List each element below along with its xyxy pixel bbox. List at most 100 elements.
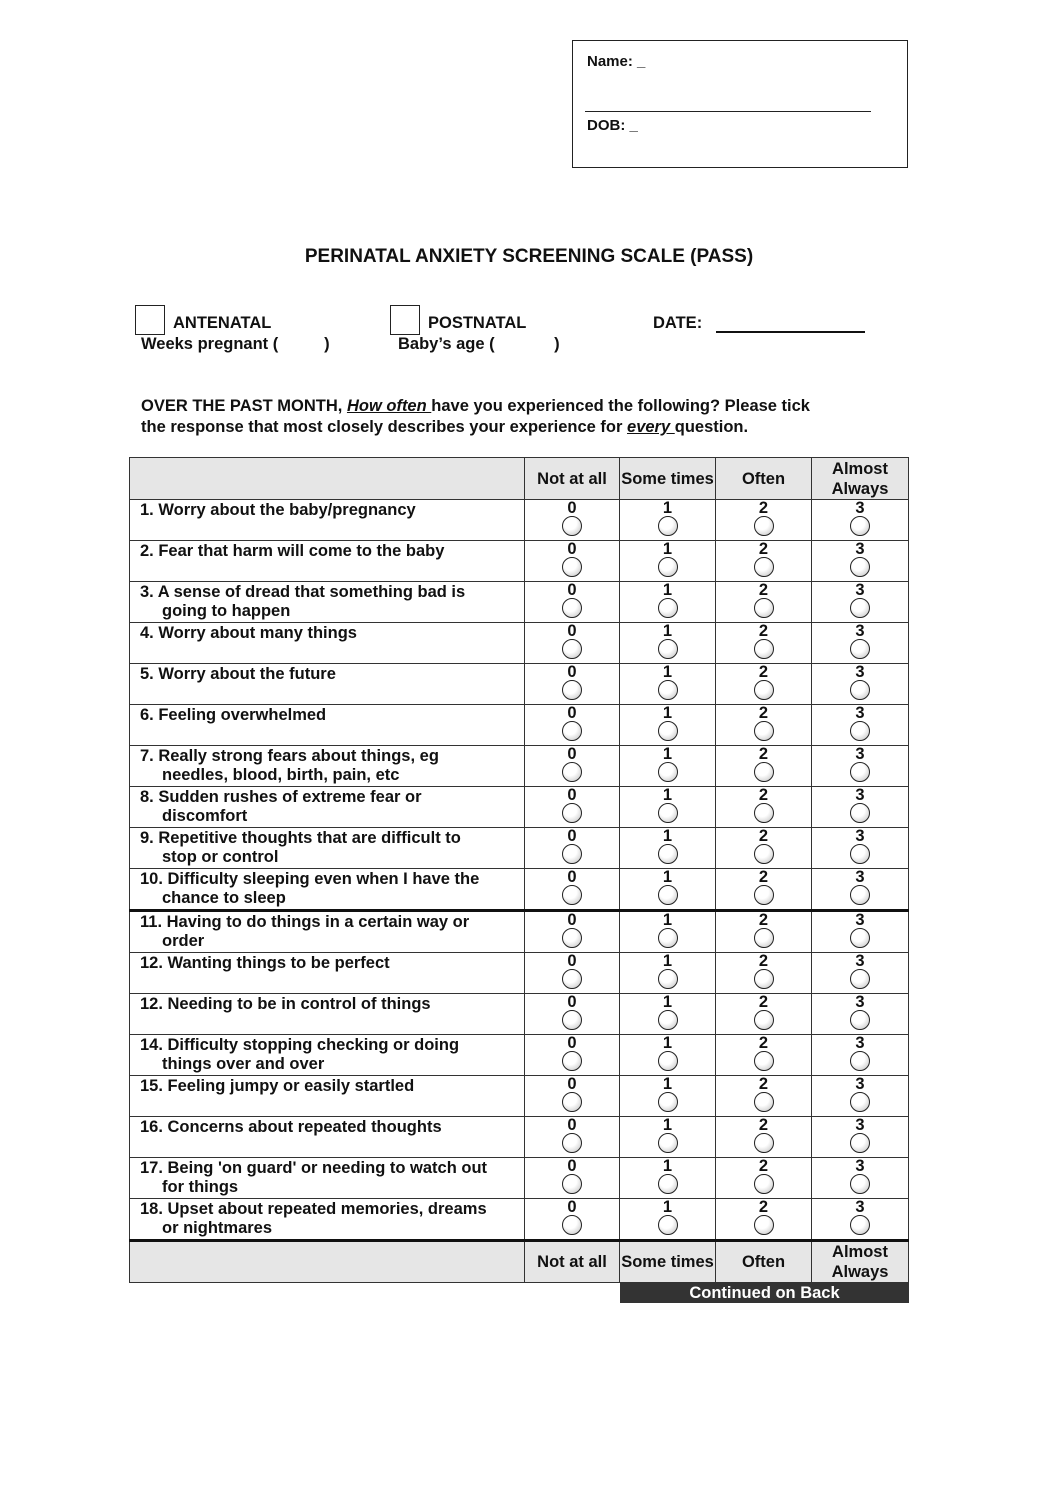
option-cell[interactable]: 0	[524, 581, 620, 623]
option-cell[interactable]: 2	[715, 745, 812, 787]
radio-button[interactable]	[562, 928, 582, 948]
option-cell[interactable]: 3	[811, 1075, 909, 1117]
option-cell[interactable]: 0	[524, 1116, 620, 1158]
radio-button[interactable]	[850, 844, 870, 864]
option-cell[interactable]: 0	[524, 1198, 620, 1241]
radio-button[interactable]	[753, 1133, 774, 1153]
radio-button[interactable]	[562, 639, 582, 659]
radio-button[interactable]	[753, 844, 774, 864]
option-cell[interactable]: 3	[811, 786, 909, 828]
radio-button[interactable]	[657, 928, 678, 948]
radio-button[interactable]	[850, 557, 870, 577]
option-cell[interactable]: 2	[715, 704, 812, 746]
radio-button[interactable]	[562, 721, 582, 741]
radio-button[interactable]	[657, 1215, 678, 1235]
radio-button[interactable]	[657, 1092, 678, 1112]
radio-button[interactable]	[850, 885, 870, 905]
radio-button[interactable]	[562, 1051, 582, 1071]
option-cell[interactable]: 2	[715, 1075, 812, 1117]
option-cell[interactable]: 0	[524, 993, 620, 1035]
radio-button[interactable]	[753, 1051, 774, 1071]
radio-button[interactable]	[562, 557, 582, 577]
option-cell[interactable]: 1	[619, 1198, 716, 1241]
option-cell[interactable]: 3	[811, 663, 909, 705]
radio-button[interactable]	[753, 557, 774, 577]
option-cell[interactable]: 3	[811, 1198, 909, 1241]
option-cell[interactable]: 0	[524, 622, 620, 664]
radio-button[interactable]	[850, 516, 870, 536]
radio-button[interactable]	[850, 969, 870, 989]
radio-button[interactable]	[657, 844, 678, 864]
dob-field[interactable]: DOB: _	[587, 117, 638, 134]
radio-button[interactable]	[562, 1174, 582, 1194]
option-cell[interactable]: 2	[715, 952, 812, 994]
option-cell[interactable]: 1	[619, 1157, 716, 1199]
radio-button[interactable]	[753, 762, 774, 782]
radio-button[interactable]	[562, 803, 582, 823]
radio-button[interactable]	[657, 803, 678, 823]
radio-button[interactable]	[850, 1010, 870, 1030]
option-cell[interactable]: 3	[811, 540, 909, 582]
radio-button[interactable]	[753, 721, 774, 741]
radio-button[interactable]	[657, 1133, 678, 1153]
option-cell[interactable]: 3	[811, 745, 909, 787]
radio-button[interactable]	[657, 1010, 678, 1030]
option-cell[interactable]: 0	[524, 540, 620, 582]
radio-button[interactable]	[562, 1092, 582, 1112]
radio-button[interactable]	[753, 516, 774, 536]
radio-button[interactable]	[562, 598, 582, 618]
radio-button[interactable]	[850, 639, 870, 659]
radio-button[interactable]	[657, 762, 678, 782]
option-cell[interactable]: 0	[524, 1075, 620, 1117]
weeks-pregnant-field[interactable]: Weeks pregnant ( )	[141, 335, 330, 353]
radio-button[interactable]	[562, 516, 582, 536]
radio-button[interactable]	[850, 680, 870, 700]
radio-button[interactable]	[562, 680, 582, 700]
radio-button[interactable]	[657, 721, 678, 741]
option-cell[interactable]: 2	[715, 827, 812, 869]
option-cell[interactable]: 0	[524, 1157, 620, 1199]
option-cell[interactable]: 1	[619, 745, 716, 787]
option-cell[interactable]: 2	[715, 622, 812, 664]
radio-button[interactable]	[562, 969, 582, 989]
option-cell[interactable]: 0	[524, 909, 620, 953]
radio-button[interactable]	[850, 803, 870, 823]
radio-button[interactable]	[753, 803, 774, 823]
radio-button[interactable]	[657, 969, 678, 989]
option-cell[interactable]: 2	[715, 786, 812, 828]
radio-button[interactable]	[850, 762, 870, 782]
option-cell[interactable]: 1	[619, 1116, 716, 1158]
radio-button[interactable]	[753, 680, 774, 700]
radio-button[interactable]	[753, 1215, 774, 1235]
radio-button[interactable]	[657, 1051, 678, 1071]
radio-button[interactable]	[753, 969, 774, 989]
option-cell[interactable]: 2	[715, 993, 812, 1035]
option-cell[interactable]: 1	[619, 704, 716, 746]
option-cell[interactable]: 3	[811, 499, 909, 541]
option-cell[interactable]: 2	[715, 499, 812, 541]
option-cell[interactable]: 1	[619, 540, 716, 582]
radio-button[interactable]	[562, 885, 582, 905]
option-cell[interactable]: 3	[811, 581, 909, 623]
radio-button[interactable]	[657, 1174, 678, 1194]
option-cell[interactable]: 1	[619, 663, 716, 705]
radio-button[interactable]	[657, 516, 678, 536]
option-cell[interactable]: 1	[619, 952, 716, 994]
option-cell[interactable]: 3	[811, 1116, 909, 1158]
option-cell[interactable]: 0	[524, 868, 620, 911]
radio-button[interactable]	[753, 639, 774, 659]
radio-button[interactable]	[657, 598, 678, 618]
option-cell[interactable]: 2	[715, 909, 812, 953]
option-cell[interactable]: 3	[811, 868, 909, 911]
radio-button[interactable]	[850, 928, 870, 948]
radio-button[interactable]	[753, 1092, 774, 1112]
option-cell[interactable]: 3	[811, 1157, 909, 1199]
radio-button[interactable]	[850, 1092, 870, 1112]
option-cell[interactable]: 1	[619, 581, 716, 623]
option-cell[interactable]: 1	[619, 993, 716, 1035]
option-cell[interactable]: 1	[619, 499, 716, 541]
option-cell[interactable]: 1	[619, 622, 716, 664]
option-cell[interactable]: 2	[715, 663, 812, 705]
radio-button[interactable]	[753, 928, 774, 948]
radio-button[interactable]	[562, 844, 582, 864]
